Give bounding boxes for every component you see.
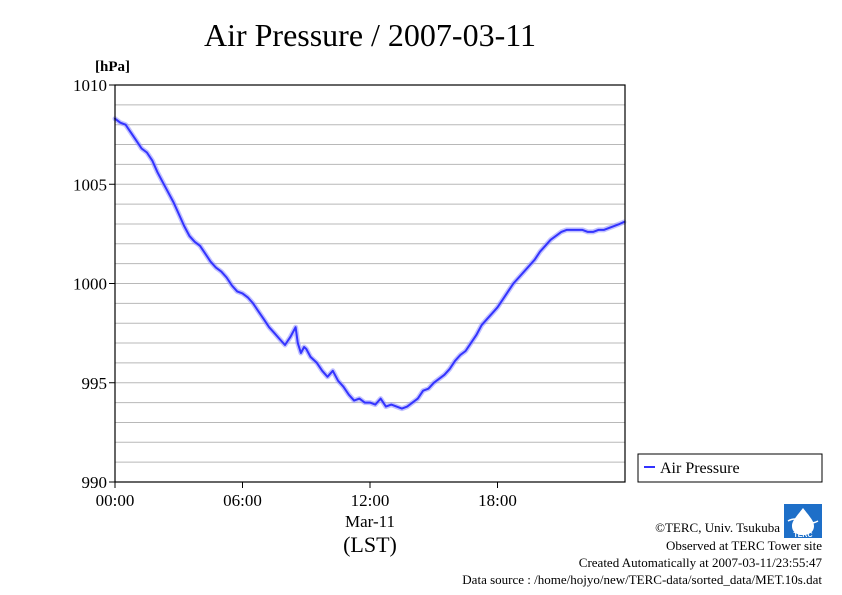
x-tick-label: 12:00 [351, 491, 390, 510]
x-tick-label: 18:00 [478, 491, 517, 510]
chart-title: Air Pressure / 2007-03-11 [204, 17, 536, 53]
series-line-air-pressure [114, 117, 625, 410]
series-layer [112, 116, 627, 412]
y-tick-label: 995 [82, 374, 108, 393]
y-tick-label: 1000 [73, 275, 107, 294]
legend: Air Pressure [637, 453, 823, 483]
terc-logo: TERC [784, 504, 822, 539]
grid-lines [115, 104, 625, 463]
y-tick-label: 1010 [73, 76, 107, 95]
y-tick-label: 990 [82, 473, 108, 492]
x-axis-label: (LST) [343, 532, 397, 557]
data-source-text: Data source : /home/hojyo/new/TERC-data/… [462, 572, 822, 587]
x-tick-label: 06:00 [223, 491, 262, 510]
x-axis-ticks: 00:00 06:00 12:00 18:00 [96, 482, 517, 510]
x-axis-date-label: Mar-11 [345, 512, 395, 531]
x-tick-label: 00:00 [96, 491, 135, 510]
legend-box [637, 453, 823, 483]
observed-text: Observed at TERC Tower site [666, 538, 822, 553]
y-tick-label: 1005 [73, 175, 107, 194]
legend-label: Air Pressure [660, 460, 740, 477]
y-axis-unit-label: [hPa] [95, 59, 130, 75]
wave-icon [787, 518, 819, 524]
terc-logo-text: TERC [793, 532, 812, 539]
created-text: Created Automatically at 2007-03-11/23:5… [579, 555, 823, 570]
y-axis-ticks: 990 995 1000 1005 1010 [73, 76, 115, 492]
copyright-text: ©TERC, Univ. Tsukuba [655, 520, 780, 535]
